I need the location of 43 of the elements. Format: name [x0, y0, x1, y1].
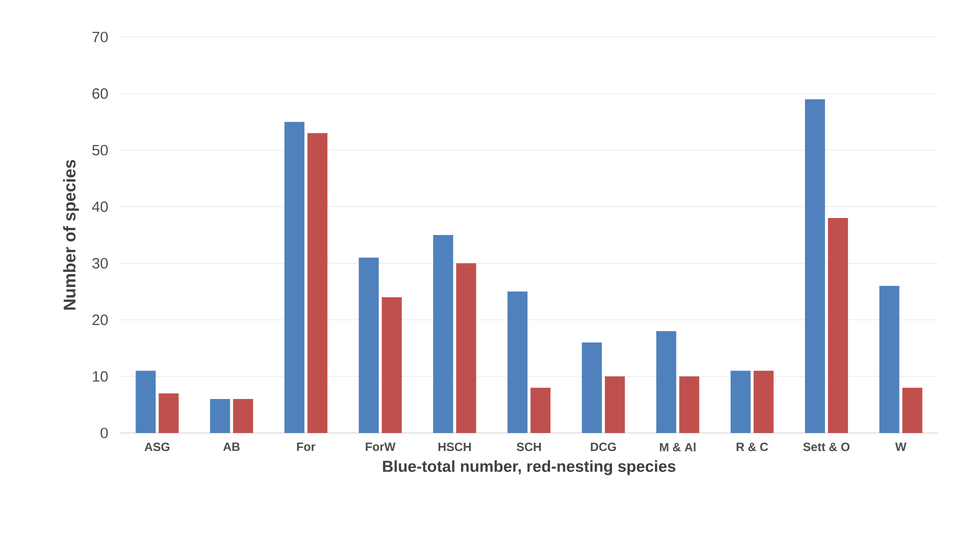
bar	[307, 133, 328, 433]
x-tick-label: M & Al	[660, 442, 696, 452]
bar	[656, 331, 676, 433]
y-tick-label: 30	[92, 258, 108, 269]
bar	[730, 370, 751, 433]
x-tick-label: AB	[223, 442, 240, 451]
y-tick-label: 40	[92, 201, 108, 212]
x-tick-label: ASG	[144, 442, 170, 452]
bar	[433, 234, 454, 433]
bar	[902, 388, 922, 433]
bar	[804, 99, 825, 433]
bar	[284, 122, 304, 433]
bar	[879, 286, 900, 433]
x-tick-label: For	[297, 442, 316, 451]
y-tick-label: 70	[92, 32, 108, 42]
x-axis-title: Blue-total number, red-nesting species	[383, 460, 676, 476]
x-tick-label: R & C	[736, 442, 768, 452]
y-tick-label: 50	[92, 144, 108, 156]
bar	[233, 399, 254, 433]
bar	[382, 297, 402, 433]
x-tick-label: ForW	[366, 442, 396, 451]
x-tick-label: Sett & O	[803, 442, 850, 452]
bar	[604, 376, 625, 433]
y-tick-label: 10	[92, 371, 108, 382]
y-tick-label: 20	[92, 314, 108, 326]
bar	[508, 292, 528, 433]
y-tick-label: 0	[100, 428, 108, 438]
y-tick-label: 60	[92, 88, 108, 99]
bar	[828, 218, 848, 433]
x-tick-label: W	[895, 442, 906, 451]
x-tick-label: DCG	[590, 442, 616, 452]
bar	[530, 388, 551, 433]
y-axis-title: Number of species	[63, 160, 79, 310]
bar	[136, 370, 156, 433]
bar	[754, 370, 774, 433]
x-tick-label: HSCH	[438, 442, 471, 452]
bar	[582, 342, 602, 433]
bar	[679, 376, 700, 433]
bar	[456, 263, 476, 433]
bar	[358, 258, 379, 433]
x-tick-label: SCH	[516, 442, 541, 452]
bar	[158, 393, 179, 433]
bar	[210, 399, 230, 433]
